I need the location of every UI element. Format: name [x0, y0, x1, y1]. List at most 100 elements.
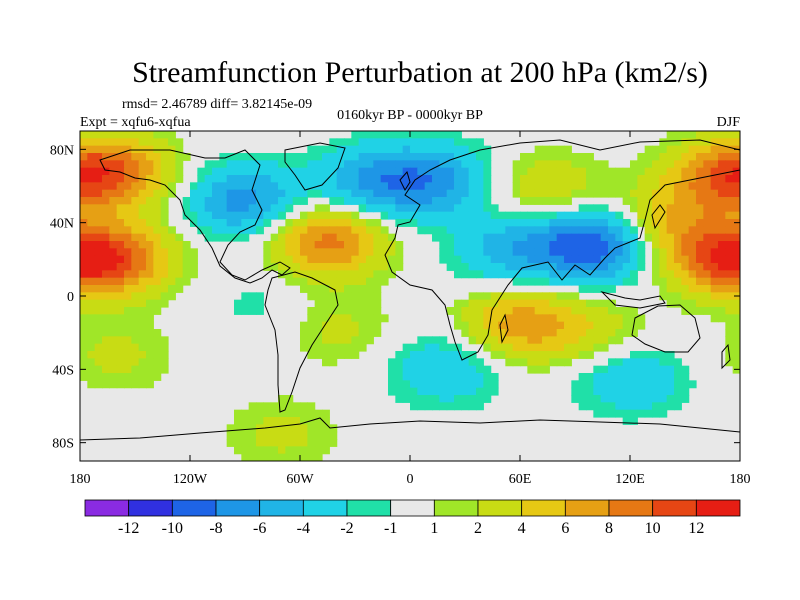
- field-cell: [666, 241, 675, 249]
- field-cell: [102, 167, 110, 176]
- field-cell: [285, 204, 294, 213]
- field-cell: [681, 285, 690, 293]
- field-cell: [329, 431, 338, 440]
- field-cell: [197, 175, 206, 183]
- field-cell: [285, 248, 294, 257]
- field-cell: [593, 219, 602, 227]
- field-cell: [175, 270, 184, 279]
- field-cell: [564, 263, 572, 271]
- field-cell: [468, 219, 477, 227]
- field-cell: [578, 175, 587, 183]
- field-cell: [461, 197, 470, 205]
- field-cell: [439, 248, 448, 257]
- field-cell: [314, 343, 323, 352]
- field-cell: [307, 409, 316, 418]
- field-cell: [615, 219, 624, 227]
- field-cell: [109, 211, 118, 220]
- field-cell: [336, 343, 345, 352]
- field-cell: [102, 292, 110, 301]
- field-cell: [637, 241, 646, 249]
- colorbar-label: -1: [384, 520, 397, 537]
- field-cell: [116, 131, 125, 139]
- field-cell: [219, 182, 228, 191]
- field-cell: [696, 204, 704, 213]
- field-cell: [395, 131, 404, 139]
- field-cell: [608, 373, 616, 381]
- field-cell: [153, 358, 162, 367]
- field-cell: [285, 189, 294, 198]
- field-cell: [461, 167, 470, 176]
- field-cell: [439, 182, 448, 191]
- field-cell: [322, 204, 330, 213]
- field-cell: [732, 160, 740, 169]
- field-cell: [666, 277, 675, 286]
- field-cell: [432, 219, 440, 227]
- field-cell: [80, 211, 88, 220]
- field-cell: [527, 358, 536, 367]
- field-cell: [483, 336, 492, 345]
- field-cell: [439, 145, 448, 154]
- field-cell: [498, 241, 506, 249]
- field-cell: [520, 292, 528, 301]
- x-tick-label: 0: [407, 472, 414, 487]
- field-cell: [615, 409, 624, 418]
- field-cell: [344, 226, 352, 235]
- field-cell: [109, 160, 118, 169]
- field-cell: [615, 189, 624, 198]
- field-cell: [131, 380, 140, 389]
- field-cell: [600, 263, 609, 271]
- coastline-south-america: [264, 271, 339, 413]
- field-cell: [483, 270, 492, 279]
- field-cell: [182, 277, 191, 286]
- field-cell: [292, 153, 301, 161]
- field-cell: [498, 299, 506, 308]
- field-cell: [124, 336, 132, 345]
- field-cell: [190, 248, 198, 257]
- field-cell: [322, 182, 330, 191]
- field-cell: [630, 167, 638, 176]
- field-cell: [600, 219, 609, 227]
- field-cell: [520, 358, 528, 367]
- field-cell: [512, 336, 521, 345]
- field-cell: [373, 263, 382, 271]
- field-cell: [278, 248, 286, 257]
- field-cell: [285, 417, 294, 425]
- field-cell: [556, 343, 565, 352]
- field-cell: [696, 145, 704, 154]
- field-cell: [234, 409, 242, 418]
- field-cell: [505, 351, 514, 359]
- field-cell: [461, 160, 470, 169]
- field-cell: [681, 189, 690, 198]
- field-cell: [666, 395, 675, 403]
- field-cell: [322, 219, 330, 227]
- field-cell: [146, 351, 154, 359]
- field-cell: [160, 285, 169, 293]
- field-cell: [160, 351, 169, 359]
- field-cell: [116, 153, 125, 161]
- field-cell: [146, 292, 154, 301]
- field-cell: [615, 175, 624, 183]
- field-cell: [703, 131, 712, 139]
- field-cell: [197, 226, 206, 235]
- field-cell: [87, 233, 96, 242]
- field-cell: [505, 358, 514, 367]
- field-cell: [622, 226, 631, 235]
- field-cell: [248, 402, 257, 411]
- field-cell: [373, 204, 382, 213]
- field-cell: [402, 358, 411, 367]
- field-cell: [432, 402, 440, 411]
- field-cell: [608, 409, 616, 418]
- field-cell: [336, 321, 345, 330]
- field-cell: [336, 270, 345, 279]
- field-cell: [131, 329, 140, 337]
- field-cell: [696, 233, 704, 242]
- field-cell: [432, 138, 440, 147]
- field-cell: [116, 145, 125, 154]
- field-cell: [87, 160, 96, 169]
- field-cell: [219, 226, 228, 235]
- field-cell: [373, 307, 382, 315]
- field-cell: [146, 138, 154, 147]
- colorbar-label: -2: [340, 520, 353, 537]
- field-cell: [688, 277, 697, 286]
- field-cell: [358, 160, 367, 169]
